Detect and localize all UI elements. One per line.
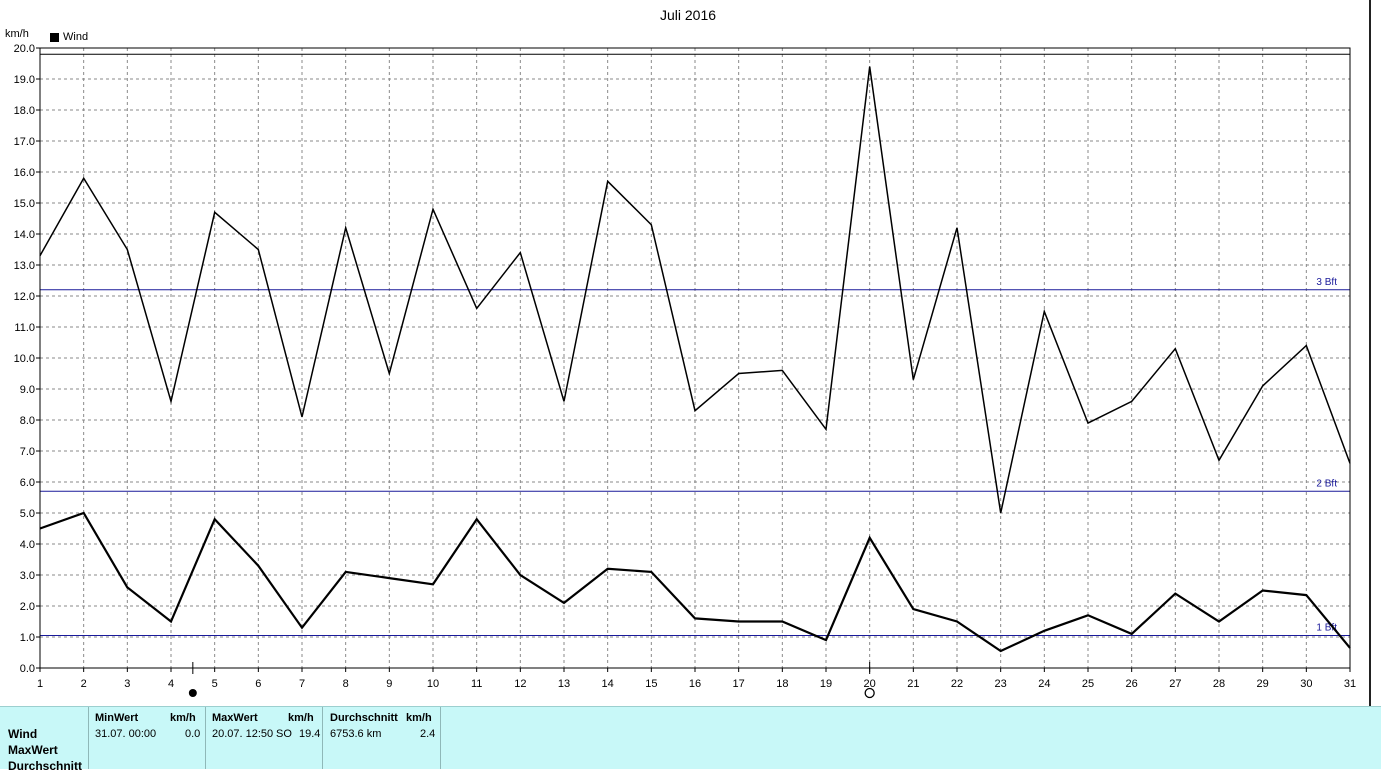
x-tick-label: 4 (168, 678, 174, 690)
x-tick-label: 5 (212, 678, 218, 690)
stats-header: MinWert (95, 712, 139, 724)
x-tick-label: 17 (733, 678, 745, 690)
new-moon-icon (188, 689, 197, 697)
x-tick-label: 21 (907, 678, 919, 690)
x-tick-label: 24 (1038, 678, 1050, 690)
stats-time: 31.07. 00:00 (95, 728, 157, 740)
x-tick-label: 18 (776, 678, 788, 690)
x-tick-label: 22 (951, 678, 963, 690)
chart-title: Juli 2016 (660, 7, 716, 23)
x-tick-label: 29 (1257, 678, 1269, 690)
legend-swatch (50, 32, 59, 42)
y-tick-label: 13.0 (14, 260, 35, 272)
x-tick-label: 16 (689, 678, 701, 690)
grid (40, 48, 1350, 668)
stats-value: 0.0 (185, 728, 201, 740)
stats-unit: km/h (406, 712, 432, 724)
plot-frame (39, 47, 1351, 669)
x-tick-label: 30 (1300, 678, 1312, 690)
x-tick-label: 31 (1344, 678, 1356, 690)
x-tick-label: 15 (645, 678, 657, 690)
y-tick-label: 0.0 (20, 663, 35, 675)
reference-line-label: 3 Bft (1316, 277, 1337, 288)
chart: Juli 2016 km/h 3 Bft 2 Bft 1 Bft 0.0 1.0 2.0… (5, 7, 1356, 699)
y-tick-label: 16.0 (14, 167, 35, 179)
x-tick-label: 1 (37, 678, 43, 690)
x-tick-label: 14 (602, 678, 614, 690)
y-tick-label: 2.0 (20, 601, 35, 613)
x-tick-label: 3 (124, 678, 130, 690)
y-tick-label: 18.0 (14, 105, 35, 117)
y-tick-label: 7.0 (20, 446, 35, 458)
legend-label: Wind (63, 31, 89, 43)
y-tick-label: 3.0 (20, 570, 35, 582)
series-group (39, 66, 1351, 653)
x-tick-label: 19 (820, 678, 832, 690)
y-tick-label: 9.0 (20, 384, 35, 396)
stats-header: MaxWert (212, 712, 258, 724)
y-axis-label: km/h (5, 28, 29, 40)
stats-time: 20.07. 12:50 (212, 728, 274, 740)
stats-header: Durchschnitt (330, 712, 398, 724)
stats-panel: Wind MaxWert Durchschnitt MinWert km/h 3… (0, 706, 1381, 773)
reference-line-label: 2 Bft (1316, 478, 1337, 489)
y-axis: 0.0 1.0 2.0 3.0 4.0 5.0 6.0 7.0 8.0 9.0 10.0 11.0 12… (14, 43, 40, 675)
stats-row-label-wind: Wind (8, 727, 38, 741)
stats-unit: km/h (170, 712, 196, 724)
stats-unit: km/h (288, 712, 314, 724)
x-tick-label: 10 (427, 678, 439, 690)
y-tick-label: 5.0 (20, 508, 35, 520)
y-tick-label: 1.0 (20, 632, 35, 644)
y-tick-label: 6.0 (20, 477, 35, 489)
reference-line-label: 1 Bft (1316, 622, 1337, 633)
x-tick-label: 20 (864, 678, 876, 690)
y-tick-label: 11.0 (14, 322, 35, 334)
x-tick-label: 7 (299, 678, 305, 690)
x-tick-label: 2 (81, 678, 87, 690)
stats-divider (440, 707, 442, 769)
y-tick-label: 19.0 (14, 74, 35, 86)
x-tick-label: 8 (343, 678, 349, 690)
y-tick-label: 14.0 (14, 229, 35, 241)
x-tick-label: 25 (1082, 678, 1094, 690)
x-tick-label: 27 (1169, 678, 1181, 690)
stats-col-minwert: MinWert km/h 31.07. 00:00 0.0 (88, 707, 206, 769)
stats-total: 6753.6 km (330, 728, 382, 740)
window-edge (1369, 0, 1371, 706)
x-tick-label: 28 (1213, 678, 1225, 690)
reference-lines: 3 Bft 2 Bft 1 Bft (40, 53, 1350, 636)
y-tick-label: 10.0 (14, 353, 35, 365)
y-tick-label: 17.0 (14, 136, 35, 148)
x-tick-label: 23 (995, 678, 1007, 690)
x-tick-label: 12 (514, 678, 526, 690)
x-axis: 1 2 3 4 5 6 7 8 9 10 11 12 13 14 15 16 17 18 19 20 21 22 23 24 2… (37, 668, 1356, 690)
stats-value: 2.4 (420, 728, 436, 740)
moon-markers (188, 662, 875, 699)
stats-value: 19.4 (299, 728, 321, 740)
x-tick-label: 6 (255, 678, 261, 690)
y-tick-label: 8.0 (20, 415, 35, 427)
x-tick-label: 26 (1126, 678, 1138, 690)
stats-col-durchschnitt: Durchschnitt km/h 6753.6 km 2.4 (322, 707, 441, 769)
full-moon-icon (864, 687, 875, 699)
stats-col-maxwert: MaxWert km/h 20.07. 12:50 SO 19.4 (205, 707, 323, 769)
stats-row-label-maxwert: MaxWert (8, 743, 58, 757)
legend: Wind (50, 31, 88, 43)
y-tick-label: 4.0 (20, 539, 35, 551)
x-tick-label: 13 (558, 678, 570, 690)
x-tick-label: 9 (386, 678, 392, 690)
stats-row-label-durchschnitt: Durchschnitt (8, 759, 83, 773)
y-tick-label: 12.0 (14, 291, 35, 303)
x-tick-label: 11 (471, 678, 482, 690)
series-line-max (39, 66, 1351, 514)
stats-direction: SO (276, 728, 292, 740)
series-line-average (39, 511, 1351, 653)
y-tick-label: 15.0 (14, 198, 35, 210)
y-tick-label: 20.0 (14, 43, 35, 55)
